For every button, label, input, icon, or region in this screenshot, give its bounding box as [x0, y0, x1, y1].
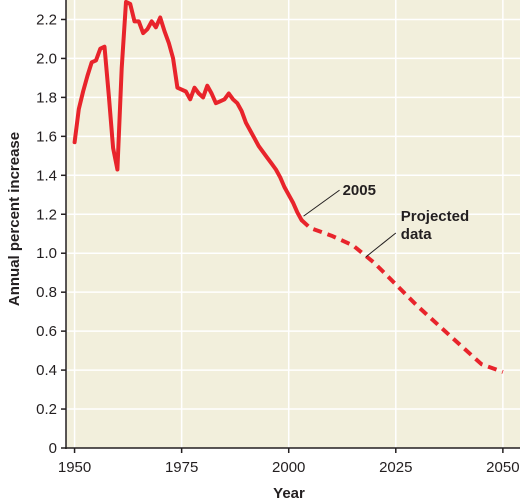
x-tick-label: 1975	[165, 459, 198, 476]
x-axis-title: Year	[273, 485, 305, 500]
x-axis: 1950 1975 2000 2025 2050	[58, 447, 520, 476]
callout-2005-leader	[303, 189, 340, 217]
gridlines	[66, 0, 520, 448]
y-tick-label: 0.8	[36, 284, 57, 301]
y-tick-label: 0.2	[36, 401, 57, 418]
annotation-2005: 2005	[343, 182, 376, 199]
plot-area	[66, 0, 520, 448]
y-tick-label: 0	[49, 440, 57, 457]
annotations: 2005 Projected data	[303, 182, 469, 258]
x-tick-label: 2000	[272, 459, 305, 476]
y-tick-label: 0.4	[36, 362, 57, 379]
annotation-projected-line2: data	[401, 226, 433, 243]
y-tick-label: 1.8	[36, 89, 57, 106]
y-tick-label: 1.0	[36, 245, 57, 262]
y-tick-label: 2.2	[36, 11, 57, 28]
series-line-historical	[72, 0, 304, 223]
x-tick-label: 2025	[379, 459, 412, 476]
x-tick-label: 2050	[486, 459, 519, 476]
y-tick-label: 0.6	[36, 323, 57, 340]
series-layer	[72, 0, 504, 374]
callout-projected-leader	[365, 232, 397, 258]
x-tick-label: 1950	[58, 459, 91, 476]
series-line-projected	[300, 218, 504, 374]
y-tick-label: 1.2	[36, 206, 57, 223]
annotation-projected-line1: Projected	[401, 208, 469, 225]
y-axis-title: Annual percent increase	[6, 132, 23, 306]
y-tick-label: 2.0	[36, 50, 57, 67]
y-axis: 0 0.2 0.4 0.6 0.8 1.0 1.2 1.4 1.6 1.8 2.0 2.2	[36, 0, 67, 457]
y-tick-label: 1.4	[36, 167, 57, 184]
y-tick-label: 1.6	[36, 128, 57, 145]
